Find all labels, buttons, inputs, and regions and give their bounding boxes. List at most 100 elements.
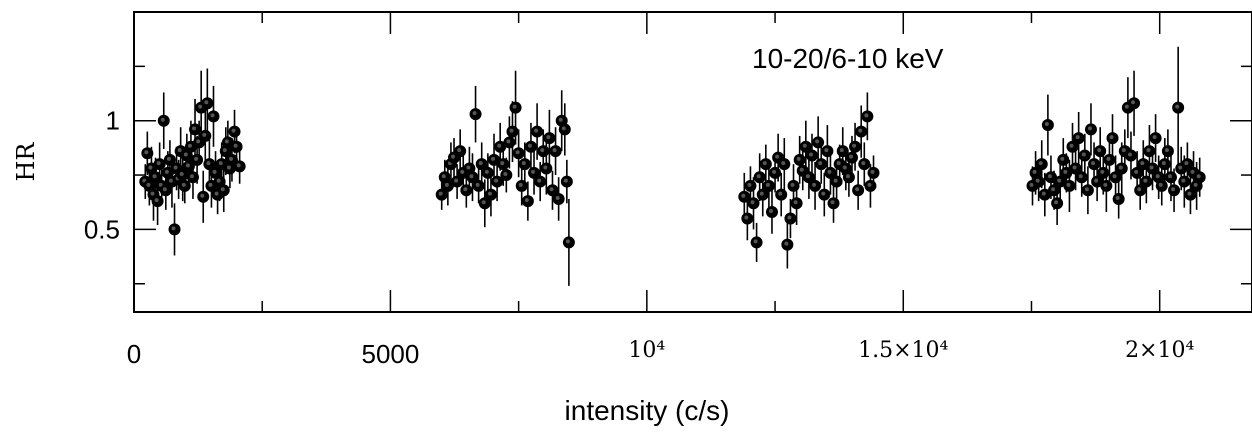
point-highlight <box>194 156 199 161</box>
point-highlight <box>1051 187 1056 192</box>
point-highlight <box>1100 169 1105 174</box>
point-highlight <box>1184 161 1189 166</box>
data-point <box>189 98 202 160</box>
data-point <box>842 157 855 197</box>
point-highlight <box>198 104 203 109</box>
ticks-layer <box>133 12 1252 312</box>
point-highlight <box>537 178 542 183</box>
point-highlight <box>1087 126 1092 131</box>
point-highlight <box>166 156 171 161</box>
point-highlight <box>503 172 508 177</box>
x-tick-label: 1.5×10⁴ <box>858 338 948 363</box>
data-point <box>562 198 575 286</box>
point-highlight <box>1164 148 1169 153</box>
data-point <box>1149 114 1162 162</box>
tick-labels-layer: 0 5000 10⁴ 1.5×10⁴ 2×10⁴ 0.5 1 <box>84 106 1195 369</box>
point-highlight <box>839 148 844 153</box>
point-highlight <box>1057 178 1062 183</box>
point-highlight <box>1124 104 1129 109</box>
point-highlight <box>1041 191 1046 196</box>
point-highlight <box>212 169 217 174</box>
point-highlight <box>836 161 841 166</box>
point-highlight <box>475 182 480 187</box>
data-point <box>765 190 778 234</box>
point-highlight <box>864 113 869 118</box>
x-tick-label: 5000 <box>362 339 420 369</box>
point-highlight <box>154 198 159 203</box>
point-highlight <box>824 148 829 153</box>
point-highlight <box>196 139 201 144</box>
point-highlight <box>1044 122 1049 127</box>
point-highlight <box>208 182 213 187</box>
point-highlight <box>1112 174 1117 179</box>
point-highlight <box>148 165 153 170</box>
point-highlight <box>848 154 853 159</box>
point-highlight <box>518 182 523 187</box>
point-highlight <box>1032 169 1037 174</box>
point-highlight <box>778 191 783 196</box>
point-highlight <box>444 182 449 187</box>
data-point <box>546 170 559 210</box>
x-tick-label: 2×10⁴ <box>1125 338 1194 363</box>
point-highlight <box>236 163 241 168</box>
data-point <box>521 181 534 221</box>
point-highlight <box>1091 161 1096 166</box>
point-highlight <box>812 182 817 187</box>
point-highlight <box>756 174 761 179</box>
data-point <box>558 103 571 156</box>
point-highlight <box>164 169 169 174</box>
point-highlight <box>549 187 554 192</box>
point-highlight <box>183 152 188 157</box>
data-point <box>478 179 491 228</box>
point-highlight <box>152 174 157 179</box>
point-highlight <box>150 191 155 196</box>
data-point <box>1081 166 1094 215</box>
point-highlight <box>156 161 161 166</box>
data-point <box>500 157 513 193</box>
point-highlight <box>546 135 551 140</box>
data-point <box>1140 159 1153 204</box>
point-highlight <box>861 161 866 166</box>
point-highlight <box>192 126 197 131</box>
point-highlight <box>500 161 505 166</box>
point-highlight <box>821 191 826 196</box>
point-highlight <box>1158 182 1163 187</box>
point-highlight <box>1190 169 1195 174</box>
data-point <box>207 85 220 147</box>
point-highlight <box>765 182 770 187</box>
data-point <box>855 105 868 158</box>
point-highlight <box>160 117 165 122</box>
point-highlight <box>1171 187 1176 192</box>
point-highlight <box>1181 178 1186 183</box>
data-point <box>186 155 199 199</box>
point-highlight <box>793 200 798 205</box>
point-highlight <box>222 148 227 153</box>
point-highlight <box>753 239 758 244</box>
point-highlight <box>491 156 496 161</box>
point-highlight <box>204 100 209 105</box>
data-point <box>1168 168 1181 212</box>
point-highlight <box>790 182 795 187</box>
data-point <box>1172 46 1185 169</box>
point-highlight <box>521 161 526 166</box>
point-highlight <box>216 178 221 183</box>
point-highlight <box>845 174 850 179</box>
data-point <box>1181 142 1194 186</box>
point-highlight <box>858 128 863 133</box>
point-highlight <box>494 178 499 183</box>
point-highlight <box>1109 135 1114 140</box>
point-highlight <box>200 193 205 198</box>
point-highlight <box>1134 169 1139 174</box>
data-point <box>747 177 760 230</box>
data-point <box>178 168 191 204</box>
data-point <box>858 142 871 186</box>
point-highlight <box>808 152 813 157</box>
data-point <box>852 170 865 210</box>
point-highlight <box>750 200 755 205</box>
point-highlight <box>741 193 746 198</box>
point-highlight <box>1106 156 1111 161</box>
x-tick-label: 0 <box>127 339 141 369</box>
point-highlight <box>842 165 847 170</box>
data-point <box>809 162 822 210</box>
